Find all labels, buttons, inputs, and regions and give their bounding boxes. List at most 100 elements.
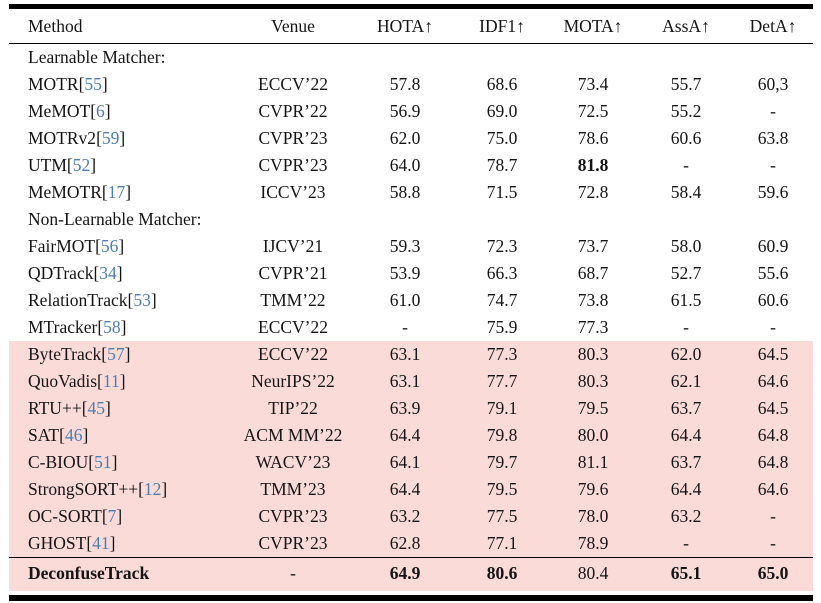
citation-link[interactable]: 46 bbox=[64, 425, 83, 445]
hota-value: 57.8 bbox=[389, 74, 421, 94]
deta-value: - bbox=[770, 317, 776, 337]
mota-value: 81.1 bbox=[547, 449, 639, 476]
assa-value: 64.4 bbox=[639, 422, 733, 449]
citation-link[interactable]: 58 bbox=[103, 317, 121, 337]
venue-value: NeurIPS’22 bbox=[233, 368, 353, 395]
assa-value: 58.4 bbox=[670, 182, 702, 202]
citation: [58] bbox=[97, 317, 127, 337]
column-header-deta: DetA↑ bbox=[733, 9, 813, 44]
deta-value: 64.5 bbox=[733, 341, 813, 368]
venue-value: CVPR’23 bbox=[258, 155, 328, 175]
mota-value: 72.5 bbox=[577, 101, 609, 121]
table-row: MOTR[55] ECCV’22 57.8 68.6 73.4 55.7 60,3 bbox=[9, 71, 813, 98]
method-cell: StrongSORT++[12] bbox=[9, 476, 233, 503]
idf1-value: 79.5 bbox=[457, 476, 547, 503]
section-label-cell: Learnable Matcher: bbox=[9, 44, 233, 72]
citation-link[interactable]: 52 bbox=[72, 155, 91, 175]
citation: [12] bbox=[138, 479, 168, 499]
venue-value: - bbox=[233, 557, 353, 591]
citation-link[interactable]: 56 bbox=[100, 236, 119, 256]
citation: [57] bbox=[101, 344, 131, 364]
table-row: ByteTrack[57] ECCV’22 63.1 77.3 80.3 62.0 64.5 bbox=[9, 341, 813, 368]
table-row: QuoVadis[11] NeurIPS’22 63.1 77.7 80.3 62.1 64… bbox=[9, 368, 813, 395]
hota-value: 63.2 bbox=[353, 503, 457, 530]
citation-link[interactable]: 53 bbox=[133, 290, 151, 310]
method-cell: MeMOT[6] bbox=[9, 98, 233, 125]
mota-value: 73.4 bbox=[577, 74, 609, 94]
citation-link[interactable]: 51 bbox=[94, 452, 112, 472]
deta-value: 64.6 bbox=[733, 368, 813, 395]
deta-value: 60.9 bbox=[757, 236, 789, 256]
idf1-value: 74.7 bbox=[486, 290, 518, 310]
citation-link[interactable]: 6 bbox=[96, 101, 105, 121]
method-name: UTM bbox=[28, 155, 67, 175]
method-cell: QDTrack[34] bbox=[9, 260, 233, 287]
method-name: DeconfuseTrack bbox=[28, 562, 150, 583]
deta-value: 55.6 bbox=[757, 263, 789, 283]
assa-value: 52.7 bbox=[670, 263, 702, 283]
venue-value: CVPR’21 bbox=[258, 263, 328, 283]
method-cell: MOTR[55] bbox=[9, 71, 233, 98]
citation-link[interactable]: 17 bbox=[107, 182, 126, 202]
citation-link[interactable]: 57 bbox=[107, 344, 125, 364]
idf1-value: 77.1 bbox=[457, 530, 547, 558]
section-label: Learnable Matcher: bbox=[28, 47, 166, 67]
citation-link[interactable]: 7 bbox=[107, 506, 117, 526]
deta-value: 65.0 bbox=[733, 557, 813, 591]
mota-value: 81.8 bbox=[577, 155, 609, 175]
method-cell: OC-SORT[7] bbox=[9, 503, 233, 530]
citation: [53] bbox=[127, 290, 157, 310]
table-body: Learnable Matcher: MOTR[55] ECCV’22 57.8 68.… bbox=[9, 44, 813, 591]
idf1-value bbox=[457, 44, 547, 72]
table-row: GHOST[41] CVPR’23 62.8 77.1 78.9- - bbox=[9, 530, 813, 558]
venue-value bbox=[233, 44, 353, 72]
column-header-idf1: IDF1↑ bbox=[457, 9, 547, 44]
assa-value bbox=[639, 44, 733, 72]
method-name: QuoVadis bbox=[28, 371, 98, 391]
citation-link[interactable]: 55 bbox=[84, 74, 102, 94]
assa-value: 65.1 bbox=[639, 557, 733, 591]
assa-value: 63.7 bbox=[639, 449, 733, 476]
venue-value: ECCV’22 bbox=[233, 341, 353, 368]
citation-link[interactable]: 45 bbox=[87, 398, 106, 418]
mota-value: 73.8 bbox=[577, 290, 609, 310]
method-name: MeMOT bbox=[28, 101, 91, 121]
deta-value: 60.6 bbox=[757, 290, 789, 310]
method-cell: UTM[52] bbox=[9, 152, 233, 179]
citation-link[interactable]: 41 bbox=[92, 533, 110, 553]
mota-value bbox=[547, 206, 639, 233]
table-header: Method Venue HOTA↑ IDF1↑ MOTA↑ AssA↑ Det… bbox=[9, 9, 813, 44]
table-row: DeconfuseTrack -64.9 80.6 80.4 65.1 65.0 bbox=[9, 557, 813, 591]
citation-link[interactable]: 11 bbox=[102, 371, 120, 391]
hota-value: 64.4 bbox=[353, 422, 457, 449]
hota-value: 63.1 bbox=[353, 341, 457, 368]
table-row: MOTRv2[59] CVPR’23 62.0 75.0 78.6 60.6 63.8 bbox=[9, 125, 813, 152]
citation: [11] bbox=[97, 371, 126, 391]
hota-value: 62.8 bbox=[353, 530, 457, 558]
assa-value: 58.0 bbox=[670, 236, 702, 256]
citation: [56] bbox=[95, 236, 125, 256]
citation-link[interactable]: 59 bbox=[101, 128, 120, 148]
mota-value bbox=[547, 44, 639, 72]
method-cell: C-BIOU[51] bbox=[9, 449, 233, 476]
citation-link[interactable]: 12 bbox=[143, 479, 162, 499]
citation: [51] bbox=[88, 452, 118, 472]
hota-value: 62.0 bbox=[389, 128, 421, 148]
idf1-value: 75.9 bbox=[486, 317, 518, 337]
venue-value: TIP’22 bbox=[233, 395, 353, 422]
citation-link[interactable]: 34 bbox=[99, 263, 117, 283]
table-row: FairMOT[56] IJCV’21 59.3 72.3 73.7 58.0 60.9 bbox=[9, 233, 813, 260]
deta-value: - bbox=[733, 503, 813, 530]
deta-value: 63.8 bbox=[757, 128, 789, 148]
deta-value: - bbox=[733, 530, 813, 558]
table-row: QDTrack[34] CVPR’21 53.9 66.3 68.7 52.7 55.6 bbox=[9, 260, 813, 287]
column-header-method: Method bbox=[9, 9, 233, 44]
column-header-venue: Venue bbox=[233, 9, 353, 44]
citation: [41] bbox=[86, 533, 116, 553]
method-cell: RelationTrack[53] bbox=[9, 287, 233, 314]
assa-value: - bbox=[683, 317, 689, 337]
citation: [6] bbox=[90, 101, 111, 121]
deta-value: 60,3 bbox=[757, 74, 789, 94]
hota-value: 53.9 bbox=[389, 263, 421, 283]
venue-value: CVPR’23 bbox=[258, 128, 328, 148]
